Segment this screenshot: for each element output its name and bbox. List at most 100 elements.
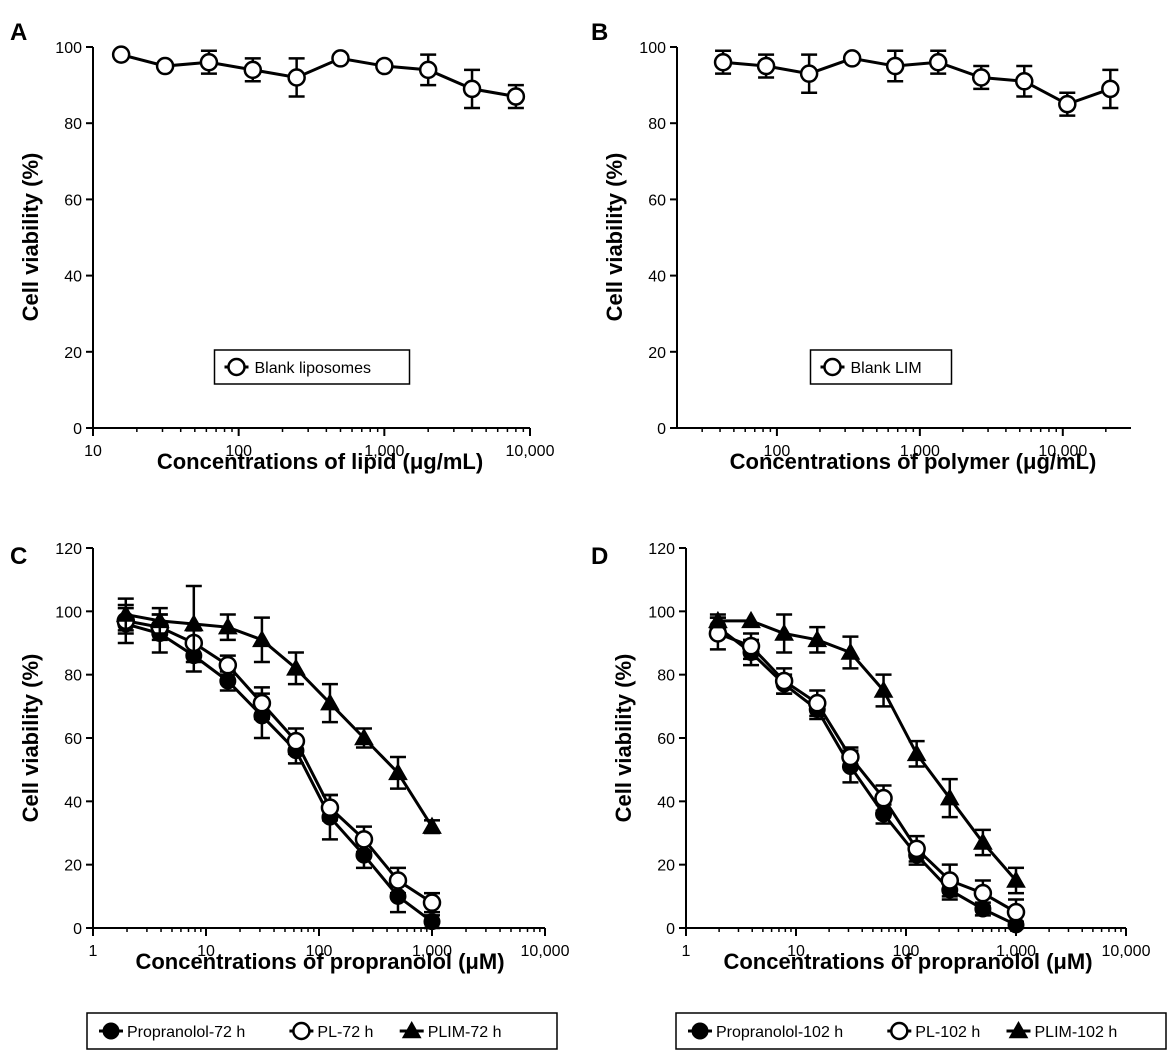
- data-point: [741, 636, 761, 656]
- series-line: [722, 56, 1111, 106]
- legend: Propranolol-72 h PL-72 h PLIM-72 h: [86, 1012, 558, 1050]
- y-axis-title: Cell viability (%): [611, 654, 636, 823]
- data-point: [1006, 870, 1026, 888]
- legend-entry: PL-102 h: [915, 1024, 980, 1041]
- data-point: [873, 680, 894, 698]
- x-axis-title: Concentrations of propranolol (μM): [135, 949, 504, 974]
- series-line: [717, 632, 1017, 914]
- series-blank-lim: [713, 49, 1120, 117]
- legend: Blank liposomes: [213, 349, 411, 385]
- data-point: [252, 693, 272, 713]
- data-point: [907, 839, 926, 859]
- data-point: [286, 731, 306, 751]
- x-tick-label: 100: [225, 443, 252, 460]
- data-point: [874, 788, 893, 808]
- data-point: [388, 871, 408, 890]
- y-axis-title: Cell viability (%): [18, 654, 43, 823]
- legend-entry: PL-72 h: [317, 1024, 373, 1041]
- y-tick-label: 80: [64, 116, 82, 133]
- data-point: [774, 623, 794, 641]
- y-tick-label: 20: [657, 858, 675, 875]
- series-line: [125, 622, 433, 923]
- data-point: [939, 788, 960, 806]
- legend-entry: PLIM-102 h: [1035, 1024, 1118, 1041]
- x-axis-title: Concentrations of polymer (μg/mL): [730, 449, 1097, 474]
- y-tick-label: 100: [55, 604, 82, 621]
- data-point: [243, 60, 263, 80]
- y-tick-label: 0: [73, 921, 82, 938]
- data-point: [741, 610, 761, 629]
- y-tick-label: 120: [55, 541, 82, 558]
- data-point: [218, 655, 238, 675]
- legend-entry: Propranolol-72 h: [127, 1024, 245, 1041]
- data-point: [906, 743, 927, 762]
- data-point: [149, 610, 170, 629]
- y-tick-label: 60: [657, 731, 675, 748]
- legend-symbol-marker: [102, 1022, 120, 1040]
- data-point: [217, 617, 238, 635]
- series-line: [120, 53, 517, 99]
- y-tick-label: 40: [657, 794, 675, 811]
- x-tick-label: 10,000: [1038, 443, 1087, 460]
- legend-entry: Blank liposomes: [255, 360, 372, 377]
- y-tick-label: 100: [55, 40, 82, 57]
- y-tick-label: 0: [657, 421, 666, 438]
- x-tick-label: 10: [197, 943, 215, 960]
- data-point: [708, 610, 728, 629]
- legend-symbol-marker: [292, 1021, 311, 1041]
- series-line: [716, 625, 1017, 927]
- legend-symbol-marker: [691, 1022, 709, 1040]
- data-point: [973, 883, 993, 903]
- data-point: [799, 64, 819, 83]
- y-tick-label: 80: [64, 668, 82, 685]
- x-tick-label: 1,000: [996, 943, 1036, 960]
- x-tick-label: 10,000: [506, 443, 555, 460]
- panel-letter: A: [10, 19, 27, 46]
- x-axis-title: Concentrations of propranolol (μM): [723, 949, 1092, 974]
- data-point: [422, 816, 442, 834]
- series-line: [125, 619, 433, 904]
- data-point: [973, 832, 993, 850]
- x-tick-label: 100: [764, 443, 791, 460]
- y-tick-label: 120: [648, 541, 675, 558]
- data-point: [1015, 72, 1034, 91]
- x-tick-label: 1,000: [412, 943, 452, 960]
- legend-symbol-marker: [890, 1021, 909, 1041]
- series-line: [125, 613, 434, 828]
- data-point: [354, 830, 374, 849]
- data-point: [940, 871, 960, 890]
- data-point: [418, 60, 438, 80]
- data-point: [756, 56, 776, 76]
- legend-entry: Propranolol-102 h: [716, 1024, 843, 1041]
- panel-letter: B: [591, 19, 608, 46]
- data-point: [252, 629, 272, 648]
- series-pl-102-h: [708, 616, 1026, 927]
- data-point: [183, 613, 204, 632]
- legend-entry: Blank LIM: [851, 360, 922, 377]
- data-point: [286, 658, 306, 676]
- legend-box: [86, 1012, 558, 1050]
- series-blank-liposomes: [111, 45, 526, 110]
- y-tick-label: 0: [666, 921, 675, 938]
- data-point: [320, 798, 340, 817]
- data-point: [331, 49, 350, 68]
- data-point: [354, 727, 374, 746]
- data-point: [115, 604, 136, 622]
- x-tick-label: 100: [306, 943, 333, 960]
- y-tick-label: 100: [639, 40, 666, 57]
- x-tick-label: 1: [682, 943, 691, 960]
- data-point: [111, 45, 131, 64]
- y-tick-label: 40: [64, 794, 82, 811]
- x-tick-label: 10: [84, 443, 102, 460]
- legend-box: [675, 1012, 1167, 1050]
- y-tick-label: 0: [73, 421, 82, 438]
- panel-letter: D: [591, 543, 608, 570]
- panel-letter: C: [10, 543, 27, 570]
- legend-symbol-marker: [401, 1020, 422, 1039]
- y-tick-label: 20: [64, 858, 82, 875]
- x-tick-label: 1: [89, 943, 98, 960]
- y-tick-label: 60: [64, 192, 82, 209]
- legend-symbol-marker: [1008, 1020, 1029, 1039]
- data-point: [928, 52, 948, 72]
